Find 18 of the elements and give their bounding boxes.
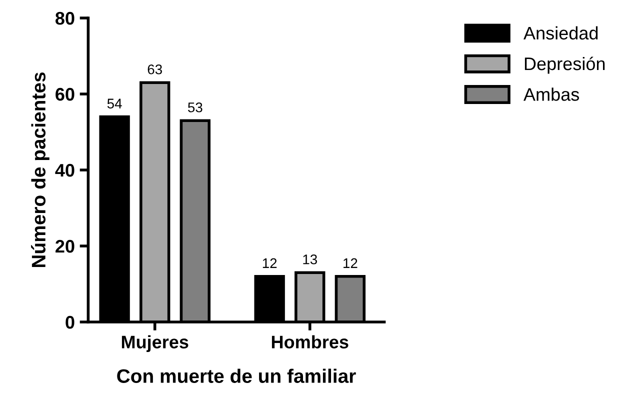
y-tick-label: 20 xyxy=(56,240,74,253)
data-label: 12 xyxy=(344,258,358,268)
y-tick-label: 60 xyxy=(56,88,74,101)
data-label: 54 xyxy=(107,98,122,108)
data-label: 63 xyxy=(148,64,162,74)
x-axis-title: Con muerte de un familiar xyxy=(117,368,356,383)
legend-label: Ambas xyxy=(524,88,580,101)
y-tick-label: 40 xyxy=(55,164,74,177)
legend-label: Ansiedad xyxy=(524,26,598,40)
x-tick-label: Hombres xyxy=(272,335,348,348)
y-axis-title: Número de pacientes xyxy=(31,72,50,268)
data-label: 13 xyxy=(303,254,317,264)
y-tick-label: 80 xyxy=(55,12,74,25)
data-label: 12 xyxy=(262,258,277,268)
x-tick-label: Mujeres xyxy=(122,335,188,352)
data-label: 53 xyxy=(188,102,202,112)
y-tick-label: 0 xyxy=(66,316,74,329)
legend-label: Depresión xyxy=(524,56,605,74)
